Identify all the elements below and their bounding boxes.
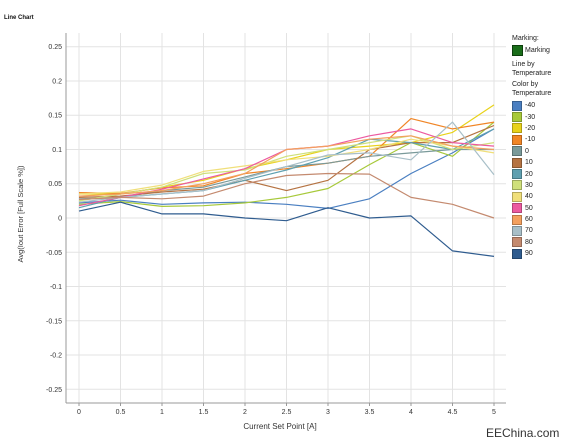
chart-title: Line Chart [4,15,34,21]
legend-item-40[interactable]: 40 [512,191,566,202]
x-tick-label: 1.5 [199,409,209,416]
x-tick-label: 5 [492,409,496,416]
legend-marking-heading: Marking: [512,35,539,42]
legend-item--20[interactable]: -20 [512,123,566,134]
legend-item--40[interactable]: -40 [512,100,566,111]
legend-swatch [512,225,522,236]
x-axis-label: Current Set Point [A] [243,422,317,431]
legend-swatch [512,169,522,180]
legend-item-70[interactable]: 70 [512,225,566,236]
y-tick-label: -0.05 [46,250,62,257]
y-tick-label: 0.15 [48,113,62,120]
legend-item-20[interactable]: 20 [512,168,566,180]
gridlines [66,33,506,403]
y-tick-label: 0.2 [52,78,62,85]
series-line-40[interactable] [78,138,495,195]
x-tick-label: 0 [77,409,81,416]
tick-labels: 0.25 0.2 0.15 0.1 0.05 0 -0.05 -0.1 -0.15 -0.2 -0.… [46,44,496,416]
x-tick-label: 4 [409,409,413,416]
legend-item-0[interactable]: 0 [512,146,566,157]
legend-label: 70 [525,227,533,235]
series-line--40[interactable] [78,128,495,209]
legend-marking-item[interactable]: Marking [512,45,566,56]
legend-label: 60 [525,216,533,224]
legend-marking-label: Marking [525,47,550,54]
x-tick-label: 2 [243,409,247,416]
axes [65,33,506,406]
legend-swatch [512,248,522,259]
legend-label: 20 [525,170,533,178]
legend-color-by-heading: Color by Temperature [512,81,552,97]
series-line-10[interactable] [78,124,495,198]
legend: Marking: Marking Line by Temperature Col… [512,34,566,259]
legend-swatch [512,191,522,202]
legend-label: 90 [525,250,533,258]
legend-label: -10 [525,136,536,144]
legend-label: 80 [525,238,533,246]
legend-label: -20 [525,124,536,132]
legend-label: 10 [525,159,533,167]
y-tick-label: 0.1 [52,147,62,154]
legend-label: 40 [525,193,533,201]
legend-label: 50 [525,204,533,212]
legend-item-30[interactable]: 30 [512,180,566,191]
y-tick-label: -0.1 [50,284,62,291]
series-line-30[interactable] [78,135,495,202]
legend-line-by-heading: Line by Temperature [512,61,552,77]
y-tick-label: -0.15 [46,318,62,325]
series-line-60[interactable] [78,135,495,197]
x-tick-label: 0.5 [116,409,126,416]
y-tick-label: -0.25 [46,387,62,394]
legend-swatch [512,203,522,214]
legend-item-10[interactable]: 10 [512,157,566,168]
legend-swatch [512,180,522,191]
legend-item-60[interactable]: 60 [512,214,566,225]
legend-item--10[interactable]: -10 [512,134,566,145]
y-tick-label: 0 [58,216,62,223]
legend-swatch [512,146,522,157]
legend-item-50[interactable]: 50 [512,203,566,214]
x-tick-label: 1 [160,409,164,416]
legend-swatch [512,123,522,134]
y-tick-label: 0.25 [48,44,62,51]
y-tick-label: 0.05 [48,181,62,188]
series-lines [78,104,495,257]
legend-swatch [512,214,522,225]
legend-label: -30 [525,113,536,121]
legend-swatch [512,112,522,123]
x-tick-label: 2.5 [282,409,292,416]
series-line-70[interactable] [78,121,495,203]
legend-item-90[interactable]: 90 [512,248,566,259]
legend-label: 30 [525,181,533,189]
legend-swatch [512,237,522,248]
legend-swatch [512,100,522,111]
marking-swatch [512,45,523,56]
legend-item-80[interactable]: 80 [512,237,566,248]
series-line-90[interactable] [78,201,495,257]
legend-items: -40 -30 -20 -10 0 10 20 30 40 50 60 70 80 90 [512,100,566,259]
watermark: EEChina.com [486,426,560,440]
y-tick-label: -0.2 [50,353,62,360]
x-tick-label: 3 [326,409,330,416]
legend-swatch [512,157,522,168]
legend-item--30[interactable]: -30 [512,111,566,123]
x-tick-label: 4.5 [448,409,458,416]
legend-label: -40 [525,102,536,110]
legend-swatch [512,134,522,145]
series-line-80[interactable] [78,172,495,219]
x-tick-label: 3.5 [365,409,375,416]
legend-label: 0 [525,147,529,155]
y-axis-label: Avg(Iout Error [Full Scale %]) [16,165,25,263]
